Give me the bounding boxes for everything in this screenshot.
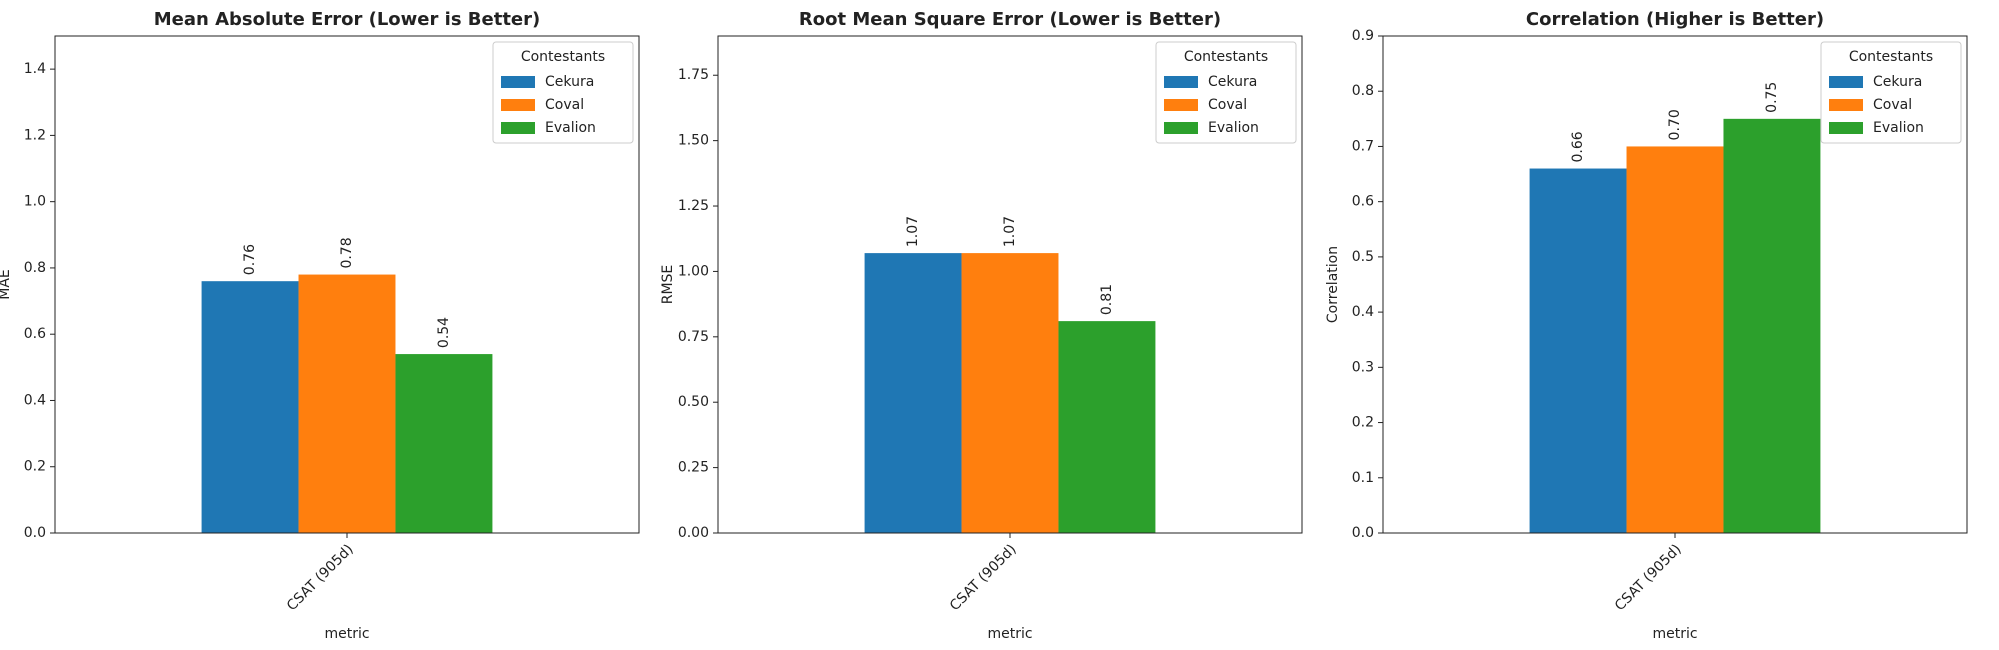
y-tick-label: 0.8 <box>24 260 46 276</box>
chart-title: Mean Absolute Error (Lower is Better) <box>154 9 541 30</box>
bar <box>395 354 493 533</box>
chart-title: Correlation (Higher is Better) <box>1526 9 1824 30</box>
value-label: 0.75 <box>1764 82 1780 113</box>
bar <box>1058 321 1156 533</box>
y-tick-label: 0.50 <box>678 394 709 410</box>
x-axis-label: metric <box>1652 626 1697 642</box>
value-label: 0.70 <box>1667 109 1683 140</box>
legend-swatch <box>1829 76 1863 88</box>
legend-label: Evalion <box>1208 120 1259 136</box>
y-tick-label: 0.2 <box>24 459 46 475</box>
y-tick-label: 1.75 <box>678 67 709 83</box>
bar <box>864 253 962 533</box>
y-axis-label: MAE <box>0 269 13 300</box>
legend-label: Cekura <box>1208 74 1257 90</box>
value-label: 0.76 <box>242 244 258 275</box>
bar <box>1626 146 1724 533</box>
y-tick-label: 0.8 <box>1352 83 1374 99</box>
y-tick-label: 0.7 <box>1352 138 1374 154</box>
legend-label: Coval <box>1208 97 1247 113</box>
y-tick-label: 1.0 <box>24 194 46 210</box>
x-tick-label: CSAT (905d) <box>284 541 357 614</box>
value-label: 1.07 <box>905 216 921 247</box>
legend-swatch <box>501 76 535 88</box>
legend-swatch <box>1829 99 1863 111</box>
value-label: 1.07 <box>1002 216 1018 247</box>
value-label: 0.54 <box>436 317 452 348</box>
x-tick-label: CSAT (905d) <box>947 541 1020 614</box>
y-tick-label: 0.25 <box>678 460 709 476</box>
chart-title: Root Mean Square Error (Lower is Better) <box>799 9 1221 30</box>
y-tick-label: 1.2 <box>24 127 46 143</box>
value-label: 0.81 <box>1099 284 1115 315</box>
plot-frame <box>717 35 1303 534</box>
y-tick-label: 0.1 <box>1352 470 1374 486</box>
value-label: 0.78 <box>339 237 355 268</box>
y-axis-label: RMSE <box>660 265 676 305</box>
y-tick-label: 1.25 <box>678 198 709 214</box>
legend-label: Coval <box>545 97 584 113</box>
y-tick-label: 0.6 <box>24 326 46 342</box>
legend-swatch <box>1829 122 1863 134</box>
y-tick-label: 0.4 <box>24 392 46 408</box>
legend-swatch <box>1164 122 1198 134</box>
y-tick-label: 0.5 <box>1352 249 1374 265</box>
legend-box <box>492 41 634 144</box>
bar <box>298 274 396 533</box>
bar <box>201 281 299 533</box>
value-label: 0.66 <box>1570 131 1586 162</box>
legend-label: Cekura <box>545 74 594 90</box>
y-tick-label: 0.9 <box>1352 28 1374 44</box>
legend-title: Contestants <box>521 49 605 65</box>
legend-label: Cekura <box>1873 74 1922 90</box>
x-tick-label: CSAT (905d) <box>1612 541 1685 614</box>
y-tick-label: 1.00 <box>678 263 709 279</box>
plot-frame <box>1382 35 1968 534</box>
legend-swatch <box>1164 99 1198 111</box>
legend-label: Evalion <box>1873 120 1924 136</box>
plot-frame <box>54 35 640 534</box>
y-tick-label: 0.0 <box>1352 525 1374 541</box>
y-tick-label: 1.4 <box>24 61 46 77</box>
legend-swatch <box>1164 76 1198 88</box>
bar <box>961 253 1059 533</box>
legend-label: Evalion <box>545 120 596 136</box>
y-tick-label: 0.75 <box>678 329 709 345</box>
legend-title: Contestants <box>1184 49 1268 65</box>
legend-label: Coval <box>1873 97 1912 113</box>
legend-box <box>1155 41 1297 144</box>
x-axis-label: metric <box>987 626 1032 642</box>
y-tick-label: 0.00 <box>678 525 709 541</box>
y-tick-label: 1.50 <box>678 133 709 149</box>
y-tick-label: 0.2 <box>1352 415 1374 431</box>
legend-swatch <box>501 122 535 134</box>
y-tick-label: 0.6 <box>1352 194 1374 210</box>
y-tick-label: 0.3 <box>1352 359 1374 375</box>
legend-swatch <box>501 99 535 111</box>
y-tick-label: 0.0 <box>24 525 46 541</box>
legend-title: Contestants <box>1849 49 1933 65</box>
y-axis-label: Correlation <box>1325 246 1341 323</box>
y-tick-label: 0.4 <box>1352 304 1374 320</box>
bar <box>1723 118 1821 533</box>
legend-box <box>1820 41 1962 144</box>
bar <box>1529 168 1627 534</box>
x-axis-label: metric <box>324 626 369 642</box>
